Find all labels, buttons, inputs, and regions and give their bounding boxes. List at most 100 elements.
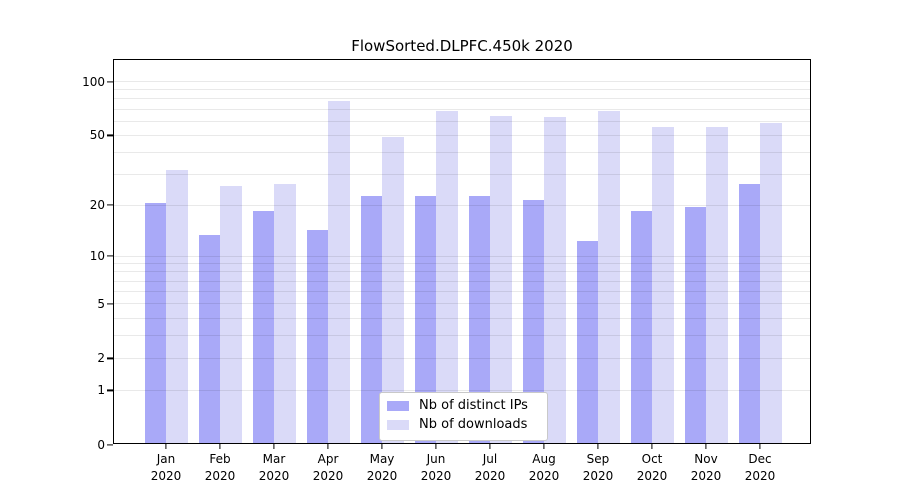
bar-distinct-ips-feb [198, 235, 220, 443]
bar-distinct-ips-apr [306, 229, 328, 443]
legend-label: Nb of downloads [419, 417, 528, 433]
x-label-year: 2020 [690, 469, 722, 484]
y-axis-tick [107, 389, 113, 392]
x-axis-tick [759, 444, 761, 449]
x-label-year: 2020 [204, 469, 236, 484]
x-axis-tick-label: Apr 2020 [313, 451, 344, 486]
x-axis-tick-label: Jul 2020 [475, 451, 506, 486]
x-label-year: 2020 [312, 469, 344, 484]
x-label-month: Jun [426, 452, 446, 466]
y-axis-tick-label: 5 [97, 296, 105, 311]
y-axis-tick [107, 303, 113, 305]
y-axis-tick-label: 100 [82, 74, 105, 89]
y-axis-tick [107, 357, 113, 360]
legend-row-downloads: Nb of downloads [387, 417, 539, 433]
bar-downloads-feb [220, 186, 242, 443]
bar-downloads-apr [328, 100, 350, 443]
legend-label: Nb of distinct IPs [419, 398, 528, 413]
bar-distinct-ips-dec [738, 183, 760, 443]
x-axis-tick-label: Oct 2020 [637, 451, 668, 486]
bar-distinct-ips-mar [252, 211, 274, 443]
bar-downloads-mar [274, 183, 296, 443]
y-axis-tick-label: 20 [89, 198, 105, 213]
x-label-month: Oct [641, 452, 663, 466]
x-axis-tick [597, 444, 599, 449]
x-axis-tick [327, 444, 329, 449]
x-label-month: May [369, 452, 395, 466]
x-label-year: 2020 [420, 469, 452, 484]
bar-downloads-oct [652, 127, 674, 443]
legend-swatch [387, 401, 409, 412]
bar-distinct-ips-oct [630, 211, 652, 443]
x-axis-tick-label: Feb 2020 [205, 451, 236, 486]
x-label-month: Feb [209, 452, 231, 466]
x-label-year: 2020 [744, 469, 776, 484]
chart-title: FlowSorted.DLPFC.450k 2020 [351, 37, 573, 55]
bar-downloads-jun [436, 110, 458, 443]
y-axis-tick-label: 0 [97, 438, 105, 452]
x-axis-tick [165, 444, 167, 449]
x-axis-tick-label: Nov 2020 [691, 451, 722, 486]
x-label-month: Mar [262, 452, 286, 466]
bar-distinct-ips-jun [414, 196, 436, 443]
x-axis-tick [435, 444, 437, 449]
y-axis-tick-label: 10 [89, 249, 105, 264]
bar-downloads-dec [760, 123, 782, 443]
legend: Nb of distinct IPs Nb of downloads [379, 392, 548, 441]
x-axis-tick-label: Jan 2020 [151, 451, 182, 486]
legend-row-distinct-ips: Nb of distinct IPs [387, 398, 539, 413]
bar-downloads-jul [490, 115, 512, 443]
x-axis-tick [543, 444, 545, 449]
y-axis-tick [107, 81, 113, 83]
x-label-month: Apr [317, 452, 339, 466]
x-label-year: 2020 [150, 469, 182, 484]
x-label-year: 2020 [528, 469, 560, 484]
bar-downloads-nov [706, 127, 728, 443]
bar-distinct-ips-jul [468, 196, 490, 443]
x-axis-tick-label: Jun 2020 [421, 451, 452, 486]
gridline-90 [114, 89, 810, 91]
x-axis-tick [489, 444, 491, 449]
y-axis-tick-label: 50 [89, 128, 105, 143]
x-label-month: Jul [482, 452, 498, 466]
x-axis-tick [651, 444, 653, 449]
bar-downloads-aug [544, 116, 566, 443]
x-label-year: 2020 [636, 469, 668, 484]
x-axis-tick-label: May 2020 [367, 451, 398, 486]
x-label-year: 2020 [366, 469, 398, 484]
x-axis-tick [219, 444, 221, 449]
gridline-70 [114, 108, 810, 110]
y-axis-tick [107, 204, 113, 206]
y-axis-tick [107, 134, 113, 136]
bar-downloads-sep [598, 110, 620, 443]
x-axis-tick [705, 444, 707, 449]
x-label-month: Dec [748, 452, 772, 466]
x-axis-tick-label: Dec 2020 [745, 451, 776, 486]
x-label-year: 2020 [582, 469, 614, 484]
y-axis-tick-label: 1 [97, 383, 105, 398]
x-axis-tick-label: Mar 2020 [259, 451, 290, 486]
legend-swatch [387, 420, 409, 431]
bar-distinct-ips-may [360, 196, 382, 443]
bar-distinct-ips-aug [522, 199, 544, 443]
gridline-100 [114, 81, 810, 83]
bar-distinct-ips-nov [684, 207, 706, 443]
y-axis-tick [107, 444, 113, 446]
x-label-month: Aug [532, 452, 556, 466]
bar-distinct-ips-jan [144, 203, 166, 443]
x-axis-tick-label: Aug 2020 [529, 451, 560, 486]
y-axis-tick-label: 2 [97, 351, 105, 366]
x-label-month: Sep [586, 452, 610, 466]
bar-distinct-ips-sep [576, 241, 598, 443]
x-axis-tick [381, 444, 383, 449]
x-axis-tick [273, 444, 275, 449]
bar-downloads-may [382, 136, 404, 443]
x-label-month: Nov [694, 452, 718, 466]
bar-downloads-jan [166, 170, 188, 443]
x-axis-tick-label: Sep 2020 [583, 451, 614, 486]
plot-area: Nb of distinct IPs Nb of downloads 0 1 2 5 10… [82, 59, 811, 483]
gridline-60 [114, 120, 810, 122]
y-axis-tick [107, 255, 113, 257]
x-label-year: 2020 [474, 469, 506, 484]
